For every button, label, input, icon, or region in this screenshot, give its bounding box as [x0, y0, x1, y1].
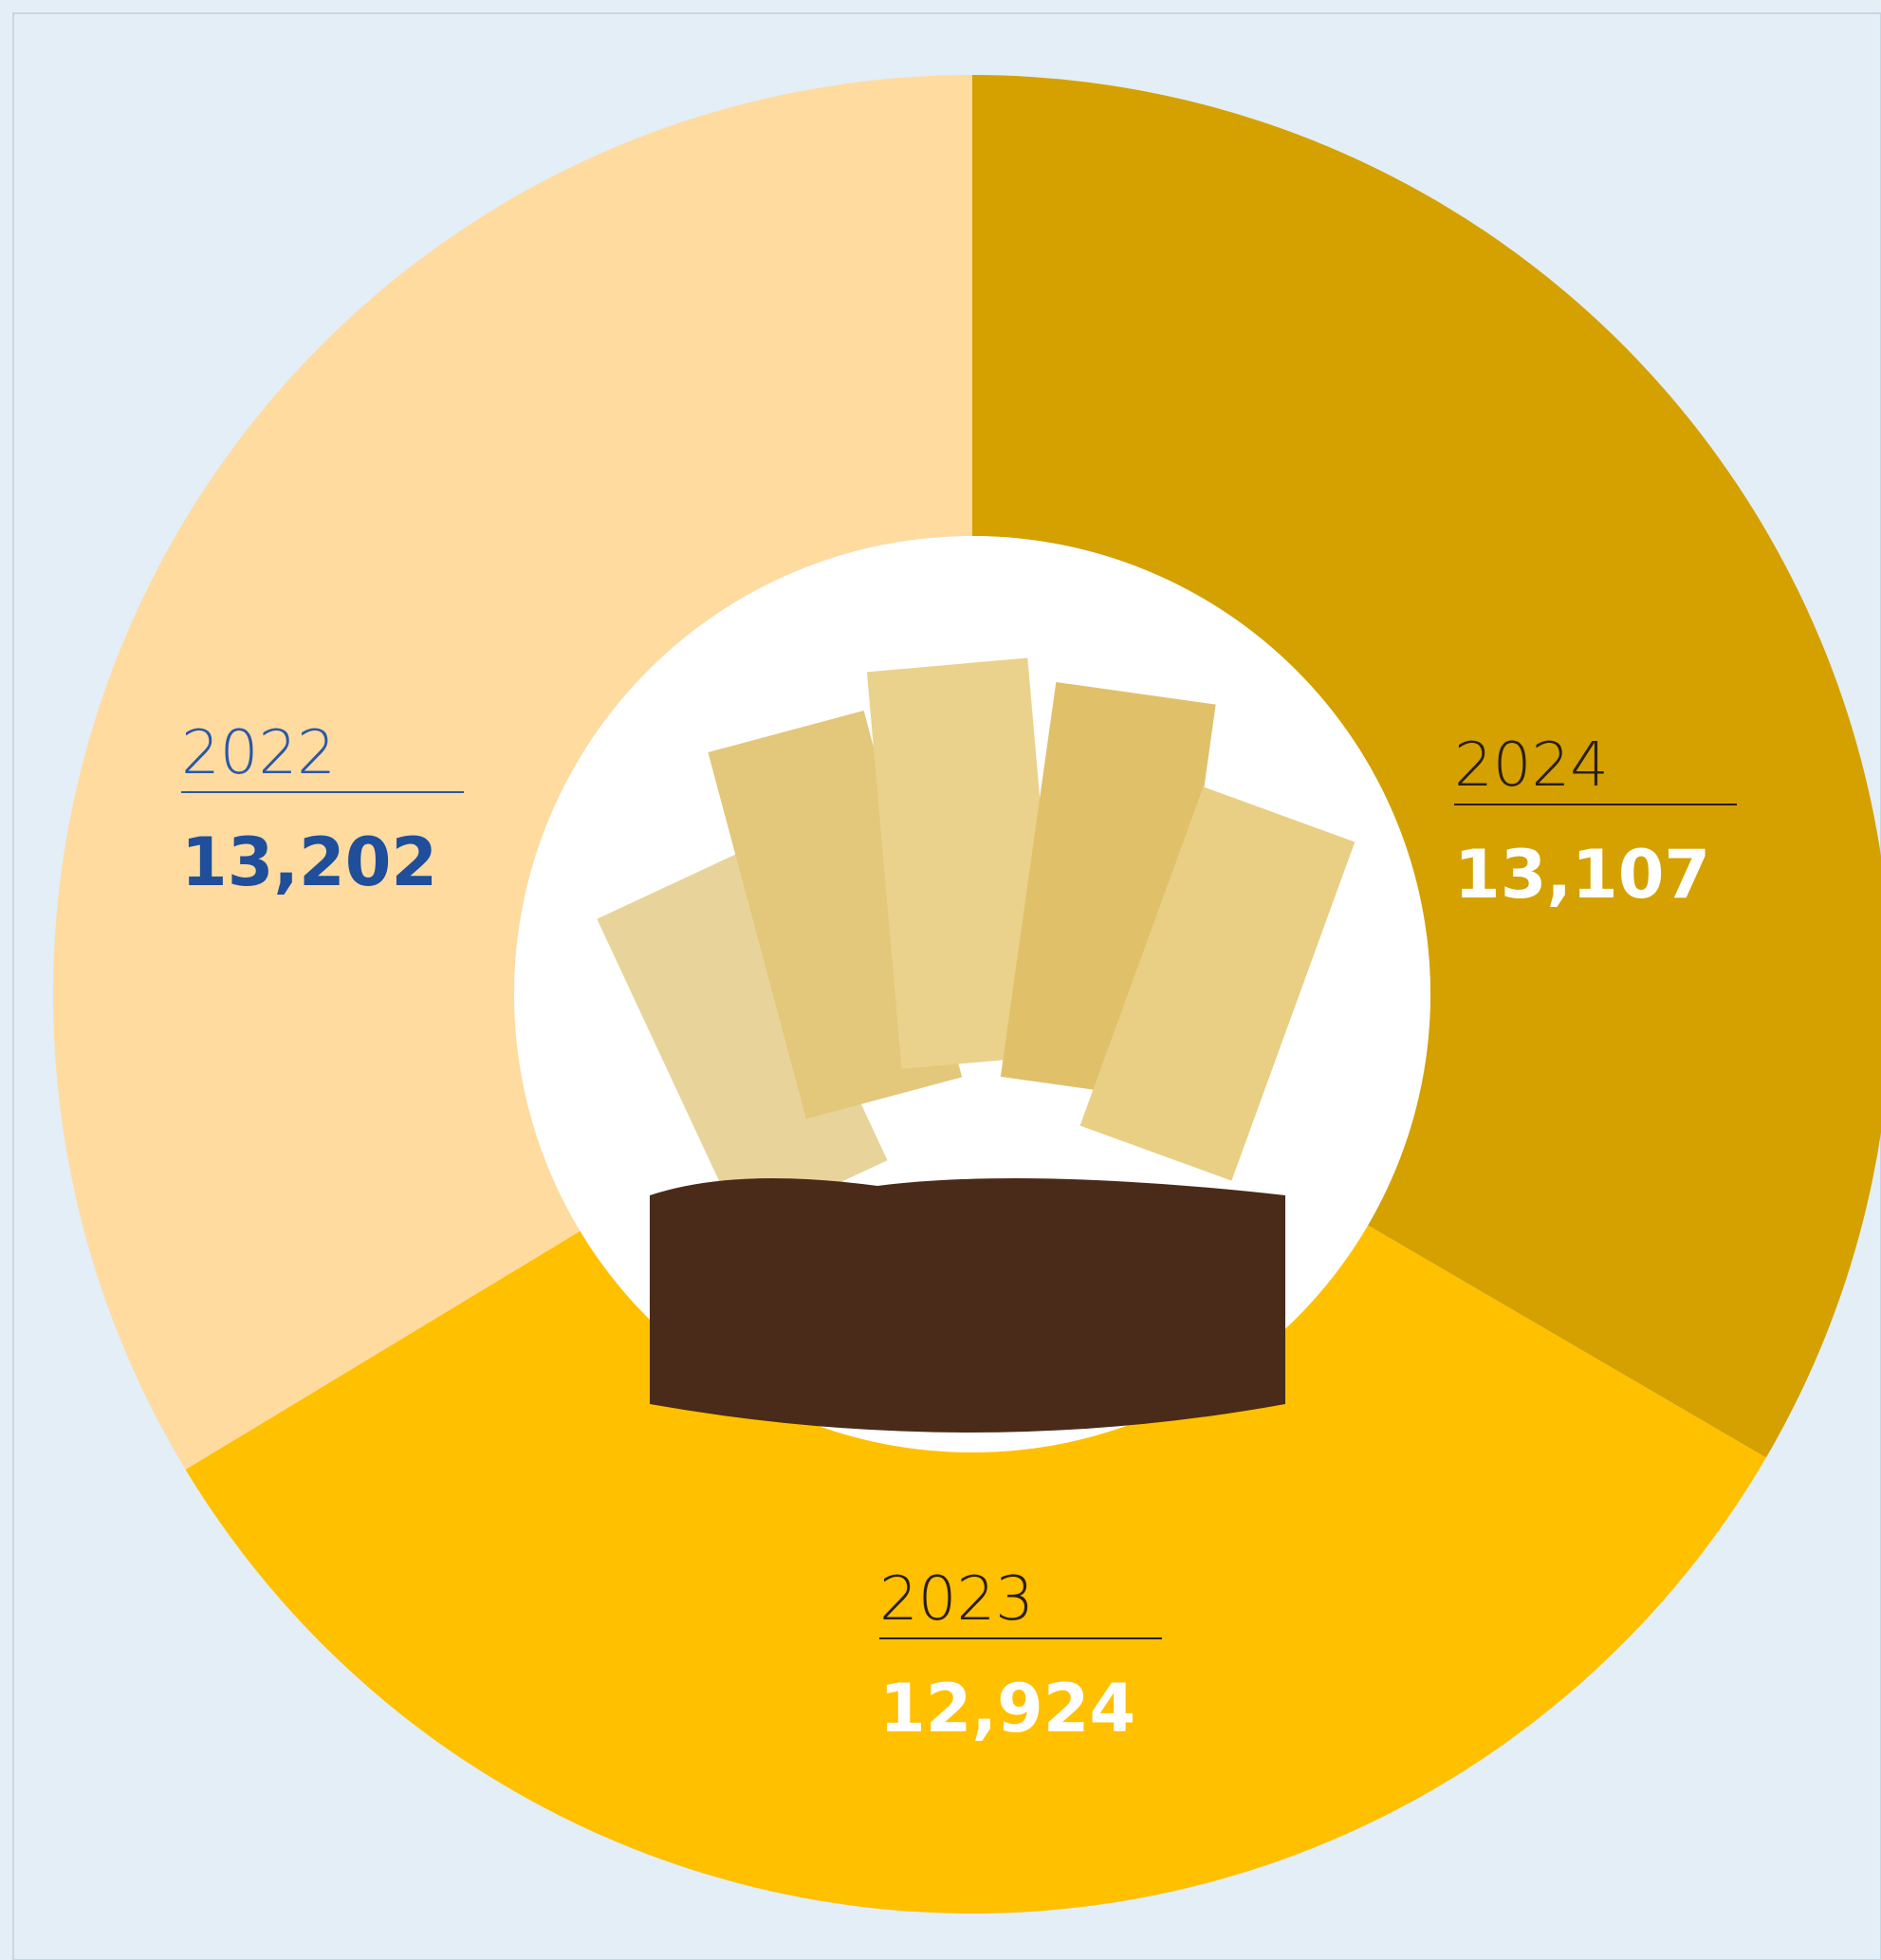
value-label: 13,202 [181, 823, 437, 901]
category-label: 2022 [181, 718, 336, 788]
labels: 2022 13,202 2023 12,924 2024 13,107 [181, 718, 1737, 1747]
value-label: 13,107 [1454, 836, 1710, 914]
category-label: 2023 [879, 1564, 1034, 1635]
donut-slice [185, 1225, 1766, 1914]
donut-slice [52, 75, 972, 1470]
slices [52, 75, 1881, 1914]
category-label: 2024 [1454, 730, 1609, 801]
donut-slice [972, 75, 1881, 1458]
center-image [514, 536, 1430, 1452]
value-label: 12,924 [879, 1670, 1135, 1747]
